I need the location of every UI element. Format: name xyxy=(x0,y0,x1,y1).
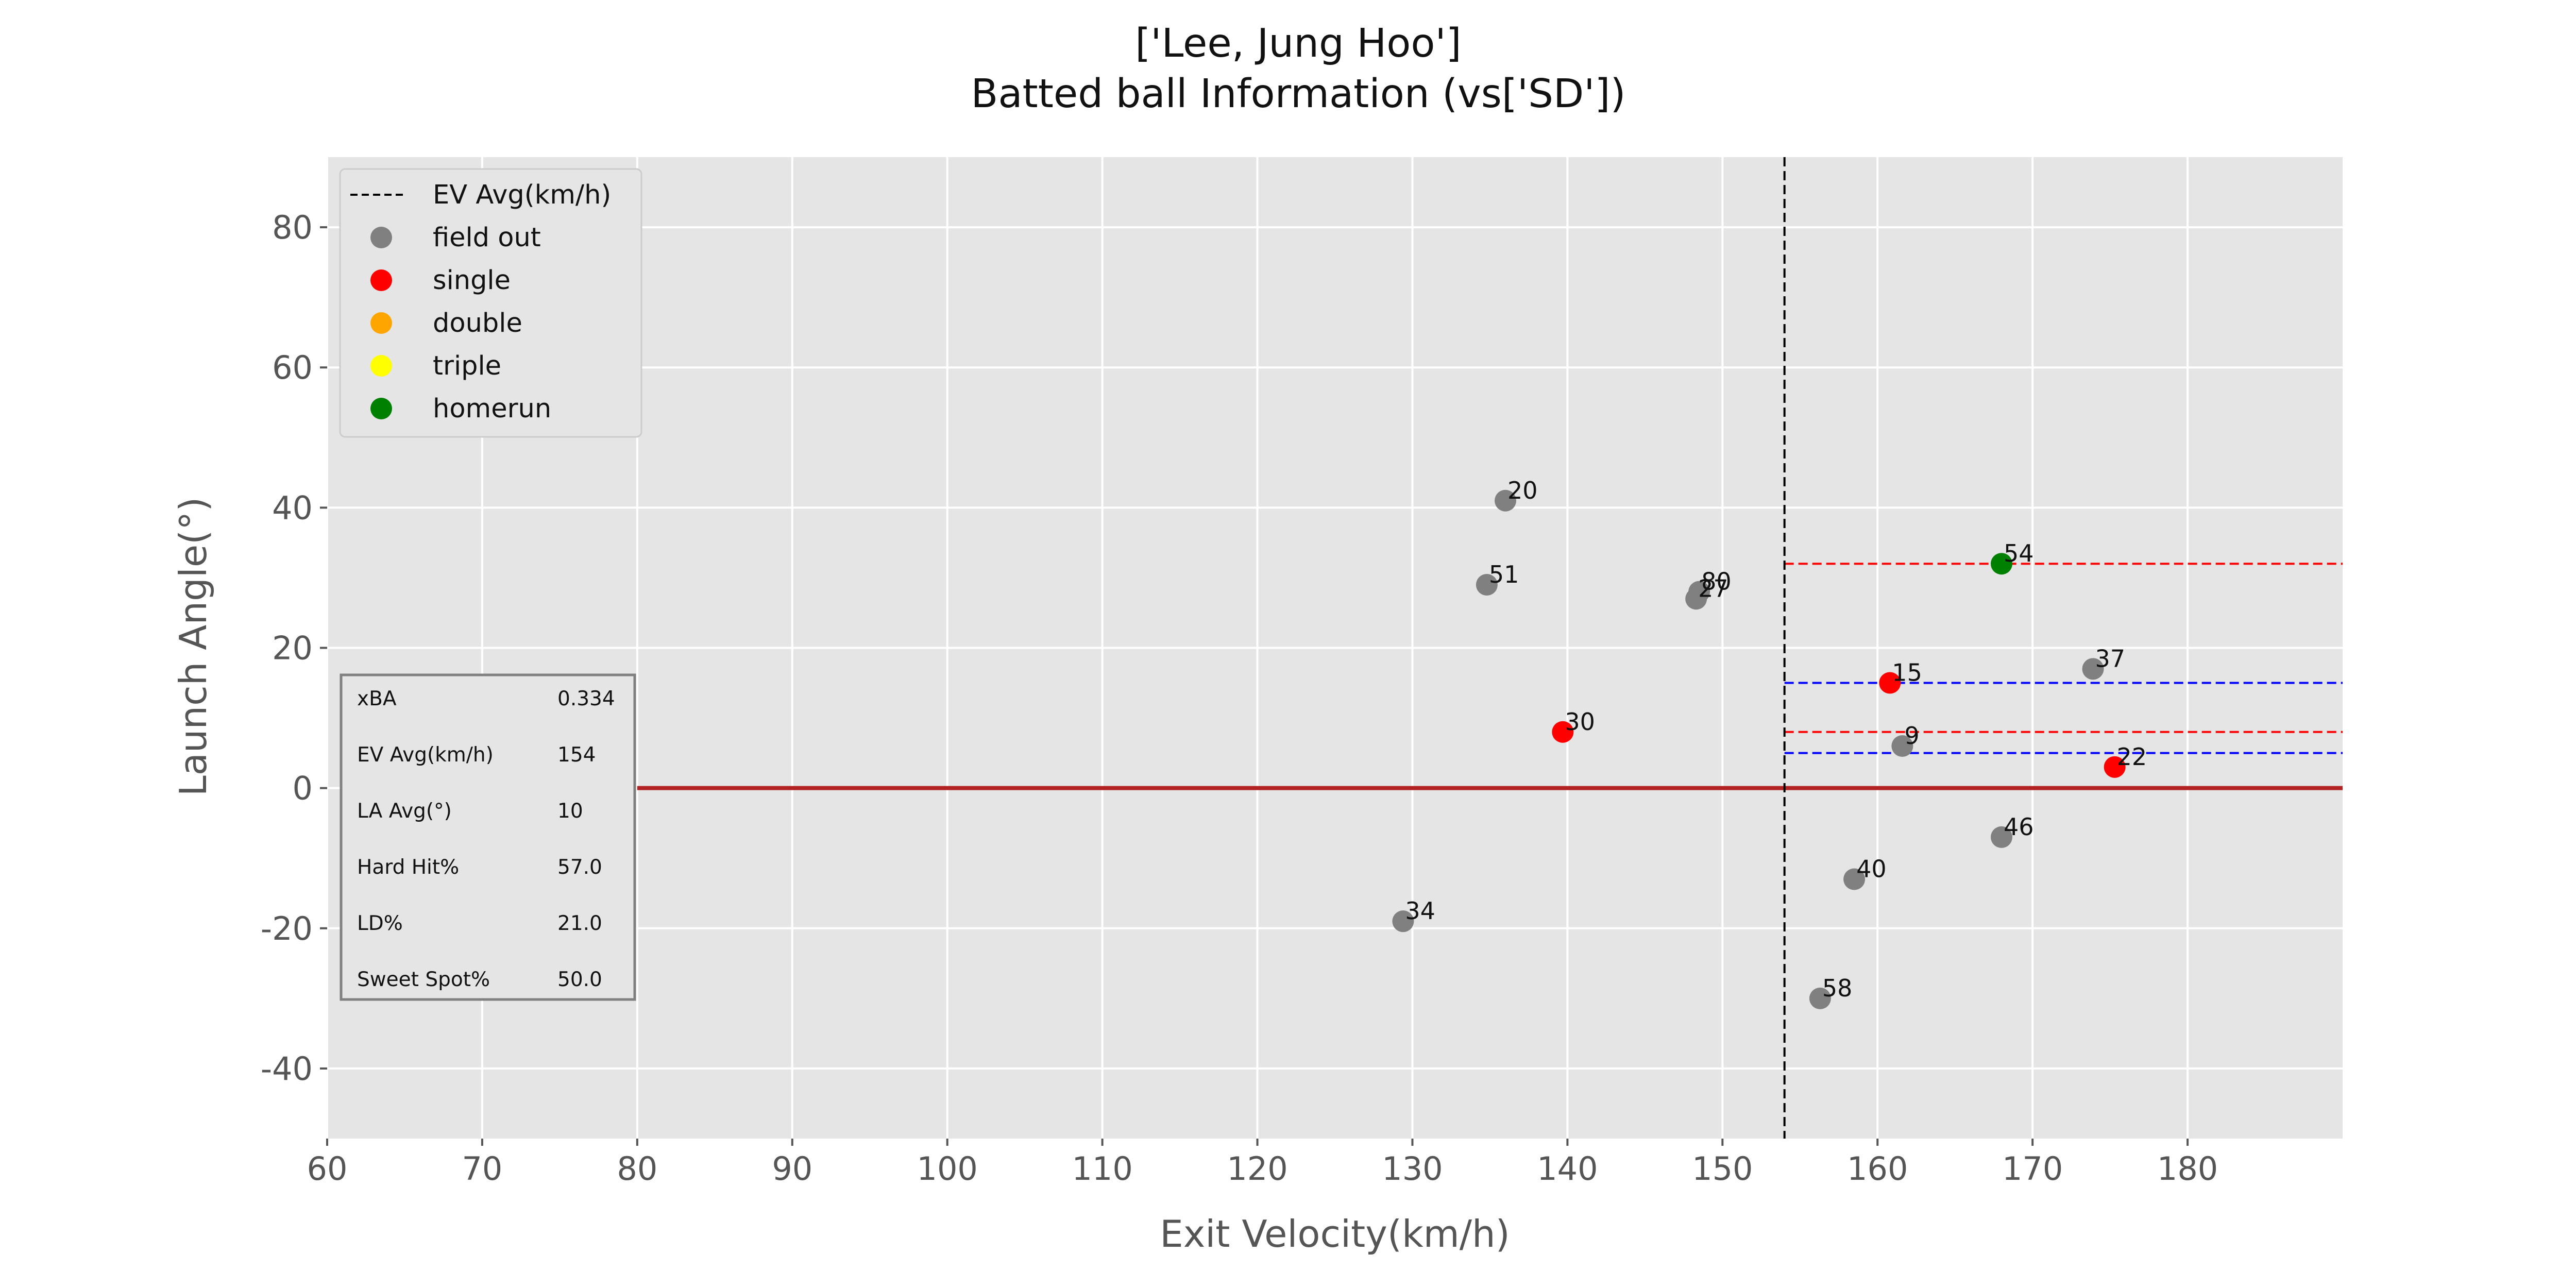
x-tick-label: 150 xyxy=(1692,1150,1753,1188)
stats-label: LD% xyxy=(357,912,403,935)
data-point xyxy=(1552,721,1574,743)
x-tick-label: 100 xyxy=(917,1150,978,1188)
data-point xyxy=(1809,987,1831,1009)
stats-label: xBA xyxy=(357,687,397,710)
y-axis-label: Launch Angle(°) xyxy=(172,497,215,796)
stats-box xyxy=(340,673,636,1001)
y-tick-label: -40 xyxy=(261,1050,313,1088)
data-point xyxy=(1891,735,1913,757)
data-point xyxy=(1879,672,1901,694)
legend-entry: EV Avg(km/h) xyxy=(433,180,611,210)
data-point-label: 27 xyxy=(1698,574,1728,602)
x-tick-label: 140 xyxy=(1537,1150,1598,1188)
data-point xyxy=(2104,756,2126,778)
legend-marker xyxy=(370,269,392,291)
y-tick-label: 60 xyxy=(272,349,313,386)
x-tick-label: 110 xyxy=(1072,1150,1132,1188)
y-tick-label: -20 xyxy=(261,910,313,947)
legend-marker xyxy=(370,227,392,248)
data-point-label: 22 xyxy=(2117,743,2147,771)
data-point xyxy=(1685,588,1707,610)
stats-label: LA Avg(°) xyxy=(357,800,452,823)
legend-entry: single xyxy=(433,265,511,296)
legend-marker xyxy=(370,312,392,334)
stats-label: Sweet Spot% xyxy=(357,968,490,991)
x-tick-label: 160 xyxy=(1847,1150,1908,1188)
legend-entry: triple xyxy=(433,351,501,381)
stats-value: 0.334 xyxy=(557,687,615,710)
legend-box xyxy=(339,168,642,438)
data-point-label: 40 xyxy=(1856,855,1887,883)
y-tick-label: 80 xyxy=(272,209,313,246)
data-point xyxy=(1476,574,1498,596)
x-tick-label: 170 xyxy=(2002,1150,2063,1188)
data-point-label: 46 xyxy=(2004,813,2034,841)
stats-value: 57.0 xyxy=(557,856,602,879)
data-point xyxy=(1843,868,1866,890)
legend-entry: double xyxy=(433,308,522,338)
legend-marker xyxy=(370,355,392,377)
data-point-label: 9 xyxy=(1904,722,1919,750)
data-point-label: 54 xyxy=(2004,539,2034,567)
stats-value: 50.0 xyxy=(557,968,602,991)
x-tick-label: 80 xyxy=(617,1150,657,1188)
y-axis-ticks: -40 -20 0 20 40 60 80 xyxy=(261,209,327,1088)
stats-value: 10 xyxy=(557,800,583,823)
x-tick-label: 60 xyxy=(307,1150,348,1188)
y-tick-label: 20 xyxy=(272,630,313,667)
x-tick-label: 70 xyxy=(462,1150,502,1188)
data-point xyxy=(1990,826,2012,848)
legend-entry: homerun xyxy=(433,394,551,424)
data-point-label: 37 xyxy=(2095,645,2126,672)
x-tick-label: 180 xyxy=(2157,1150,2218,1188)
chart-title-line1: ['Lee, Jung Hoo'] xyxy=(1135,21,1461,66)
stats-label: Hard Hit% xyxy=(357,856,459,879)
data-point-label: 30 xyxy=(1565,708,1595,736)
chart-title-line2: Batted ball Information (vs['SD']) xyxy=(971,71,1626,117)
x-tick-label: 130 xyxy=(1382,1150,1443,1188)
x-tick-label: 90 xyxy=(772,1150,812,1188)
reference-lines xyxy=(637,157,2343,1139)
legend-marker xyxy=(370,398,392,419)
data-point xyxy=(1495,489,1517,512)
data-point xyxy=(1990,553,2012,575)
x-axis-label: Exit Velocity(km/h) xyxy=(1160,1212,1510,1256)
data-point xyxy=(2082,658,2104,680)
data-point xyxy=(1392,910,1414,933)
legend: EV Avg(km/h) field out single double triple h… xyxy=(339,168,642,438)
x-tick-label: 120 xyxy=(1227,1150,1287,1188)
stats-value: 21.0 xyxy=(557,912,602,935)
data-point-label: 58 xyxy=(1822,974,1853,1002)
stats-value: 154 xyxy=(557,743,596,767)
legend-entry: field out xyxy=(433,223,541,253)
stats-label: EV Avg(km/h) xyxy=(357,743,494,767)
data-point-label: 51 xyxy=(1489,561,1519,588)
data-point-label: 34 xyxy=(1405,897,1435,925)
y-tick-label: 40 xyxy=(272,489,313,527)
data-point-label: 80 xyxy=(1701,568,1732,596)
data-point-label: 15 xyxy=(1892,659,1922,687)
y-tick-label: 0 xyxy=(293,770,313,807)
stats-table: xBA 0.334 EV Avg(km/h) 154 LA Avg(°) 10 Hard H… xyxy=(340,673,636,1001)
data-point-label: 20 xyxy=(1507,477,1538,504)
x-axis-ticks: 60 70 80 90 100 110 120 130 140 150 160 170 180 xyxy=(307,1139,2218,1188)
